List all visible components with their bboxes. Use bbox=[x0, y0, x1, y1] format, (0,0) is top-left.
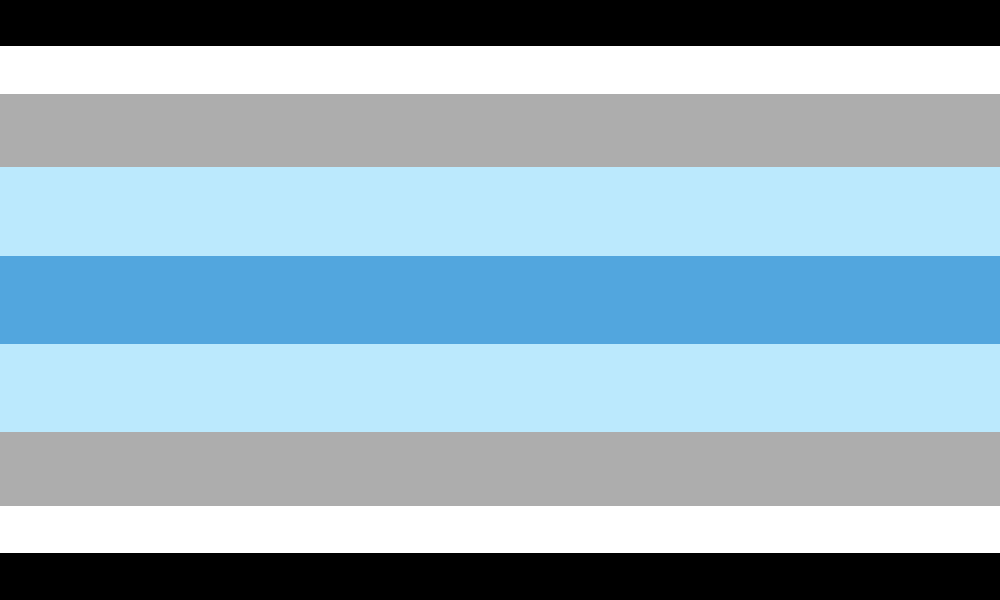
stripe-black bbox=[0, 0, 1000, 46]
stripe-light-blue bbox=[0, 344, 1000, 432]
stripe-gray bbox=[0, 94, 1000, 167]
stripe-blue bbox=[0, 256, 1000, 344]
stripe-light-blue bbox=[0, 167, 1000, 256]
stripe-gray bbox=[0, 432, 1000, 506]
stripe-black bbox=[0, 553, 1000, 600]
stripe-white bbox=[0, 46, 1000, 94]
stripe-white bbox=[0, 506, 1000, 553]
